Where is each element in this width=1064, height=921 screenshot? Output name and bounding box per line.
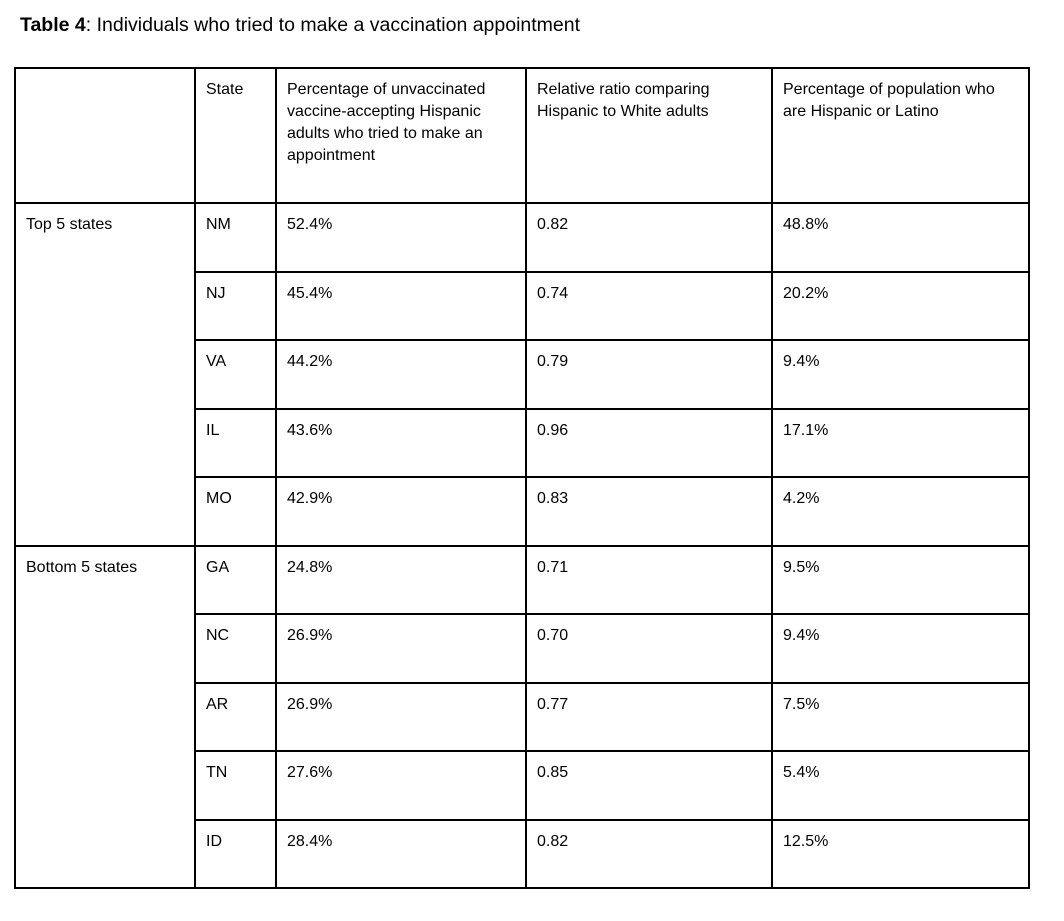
table-row: MO 42.9% 0.83 4.2%	[15, 476, 1030, 547]
pct-tried-cell: 42.9%	[275, 476, 527, 547]
ratio-cell: 0.82	[525, 202, 773, 273]
table-row: Bottom 5 states GA 24.8% 0.71 9.5%	[14, 544, 1030, 889]
pct-tried-cell: 24.8%	[275, 544, 527, 615]
state-cell: IL	[194, 407, 277, 478]
header-cell-pct-tried: Percentage of unvaccinated vaccine-accep…	[275, 67, 527, 204]
ratio-cell: 0.71	[525, 544, 773, 615]
table-row: NJ 45.4% 0.74 20.2%	[15, 270, 1030, 341]
state-cell: ID	[194, 818, 277, 889]
pct-tried-cell: 52.4%	[275, 202, 527, 273]
state-cell: NJ	[194, 270, 277, 341]
pct-tried-cell: 43.6%	[275, 407, 527, 478]
pct-tried-cell: 28.4%	[275, 818, 527, 889]
state-cell: VA	[194, 339, 277, 410]
pop-cell: 20.2%	[771, 270, 1030, 341]
table-title-number: Table 4	[20, 14, 86, 36]
group-cell-top5: Top 5 states	[14, 202, 196, 547]
pop-cell: 12.5%	[771, 818, 1030, 889]
pop-cell: 7.5%	[771, 681, 1030, 752]
state-cell: GA	[194, 544, 277, 615]
pop-cell: 9.5%	[771, 544, 1030, 615]
table-title: Table 4: Individuals who tried to make a…	[20, 12, 580, 38]
header-cell-state: State	[194, 67, 277, 204]
table-row: AR 26.9% 0.77 7.5%	[15, 681, 1030, 752]
ratio-cell: 0.96	[525, 407, 773, 478]
pct-tried-cell: 45.4%	[275, 270, 527, 341]
table-title-text: : Individuals who tried to make a vaccin…	[85, 14, 581, 36]
ratio-cell: 0.74	[525, 270, 773, 341]
table-header-row: State Percentage of unvaccinated vaccine…	[14, 67, 1030, 204]
pop-cell: 17.1%	[771, 407, 1030, 478]
ratio-cell: 0.77	[525, 681, 773, 752]
table-row: NC 26.9% 0.70 9.4%	[15, 613, 1030, 684]
state-cell: AR	[194, 681, 277, 752]
group-cell-bottom5: Bottom 5 states	[14, 544, 196, 889]
ratio-cell: 0.79	[525, 339, 773, 410]
pop-cell: 48.8%	[771, 202, 1030, 273]
ratio-cell: 0.70	[525, 613, 773, 684]
pop-cell: 5.4%	[771, 750, 1030, 821]
state-cell: TN	[194, 750, 277, 821]
header-cell-group	[14, 67, 196, 204]
state-cell: NM	[194, 202, 277, 273]
ratio-cell: 0.83	[525, 476, 773, 547]
pct-tried-cell: 27.6%	[275, 750, 527, 821]
state-cell: NC	[194, 613, 277, 684]
table-row: VA 44.2% 0.79 9.4%	[15, 339, 1030, 410]
pop-cell: 9.4%	[771, 339, 1030, 410]
table-row: IL 43.6% 0.96 17.1%	[15, 407, 1030, 478]
header-cell-relative-ratio: Relative ratio comparing Hispanic to Whi…	[525, 67, 773, 204]
pop-cell: 9.4%	[771, 613, 1030, 684]
table-row: ID 28.4% 0.82 12.5%	[15, 818, 1030, 889]
pct-tried-cell: 26.9%	[275, 613, 527, 684]
ratio-cell: 0.82	[525, 818, 773, 889]
state-cell: MO	[194, 476, 277, 547]
table-row: TN 27.6% 0.85 5.4%	[15, 750, 1030, 821]
pop-cell: 4.2%	[771, 476, 1030, 547]
table-row: Top 5 states NM 52.4% 0.82 48.8%	[14, 202, 1030, 547]
ratio-cell: 0.85	[525, 750, 773, 821]
vaccination-appointment-table: State Percentage of unvaccinated vaccine…	[14, 67, 1030, 889]
pct-tried-cell: 44.2%	[275, 339, 527, 410]
pct-tried-cell: 26.9%	[275, 681, 527, 752]
header-cell-pop-hispanic: Percentage of population who are Hispani…	[771, 67, 1030, 204]
